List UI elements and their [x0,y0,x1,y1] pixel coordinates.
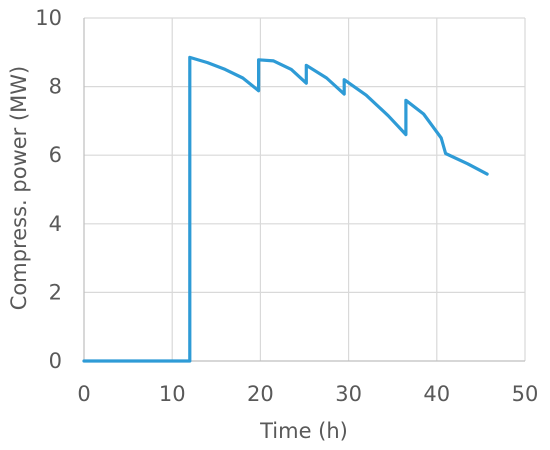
x-tick-label: 30 [335,382,362,406]
y-tick-label: 6 [49,143,62,167]
y-tick-label: 10 [35,6,62,30]
series-group [82,55,489,363]
y-tick-label: 2 [49,280,62,304]
y-tick-label: 4 [49,212,62,236]
x-tick-label: 40 [423,382,450,406]
x-tick-label: 0 [77,382,90,406]
y-axis-title: Compress. power (MW) [7,66,31,310]
series-line [82,55,489,363]
x-tick-label: 50 [512,382,539,406]
x-axis-title: Time (h) [259,419,348,443]
axes [83,18,525,362]
x-tick-labels: 0 10 20 30 40 50 [77,382,538,406]
x-tick-label: 10 [159,382,186,406]
y-tick-label: 8 [49,75,62,99]
grid [84,17,526,361]
x-tick-label: 20 [247,382,274,406]
y-tick-label: 0 [49,349,62,373]
y-tick-labels: 0 2 4 6 8 10 [35,6,62,373]
